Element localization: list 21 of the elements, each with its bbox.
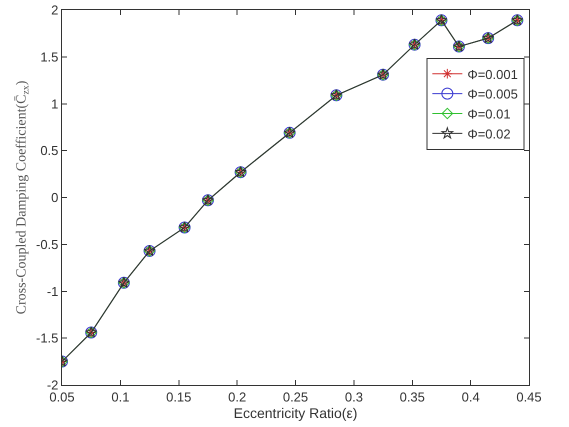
x-axis-title: Eccentricity Ratio(ε) (234, 404, 358, 421)
y-tick-label: 1.5 (40, 49, 58, 64)
legend-label: Φ=0.01 (467, 106, 511, 122)
x-tick-label: 0.3 (344, 390, 363, 405)
y-tick-label: 0 (51, 190, 58, 206)
y-tick-label: 2 (51, 2, 58, 18)
x-tick-label: 0.1 (111, 390, 130, 405)
y-tick-label: 1 (51, 96, 58, 112)
legend-label: Φ=0.005 (467, 86, 518, 102)
x-tick-label: 0.4 (462, 390, 480, 405)
x-tick-label: 0.2 (228, 390, 246, 405)
x-tick-label: 0.25 (282, 390, 308, 405)
x-tick-label: 0.15 (166, 390, 192, 405)
legend-label: Φ=0.02 (467, 126, 511, 142)
x-tick-label: 0.35 (400, 390, 425, 405)
y-tick-label: -0.5 (36, 236, 58, 252)
y-tick-label: -1.5 (36, 330, 58, 346)
legend-label: Φ=0.001 (467, 66, 518, 82)
x-tick-label: 0.45 (516, 390, 542, 405)
y-tick-label: 0.5 (40, 143, 58, 158)
y-tick-label: -1 (46, 284, 58, 299)
